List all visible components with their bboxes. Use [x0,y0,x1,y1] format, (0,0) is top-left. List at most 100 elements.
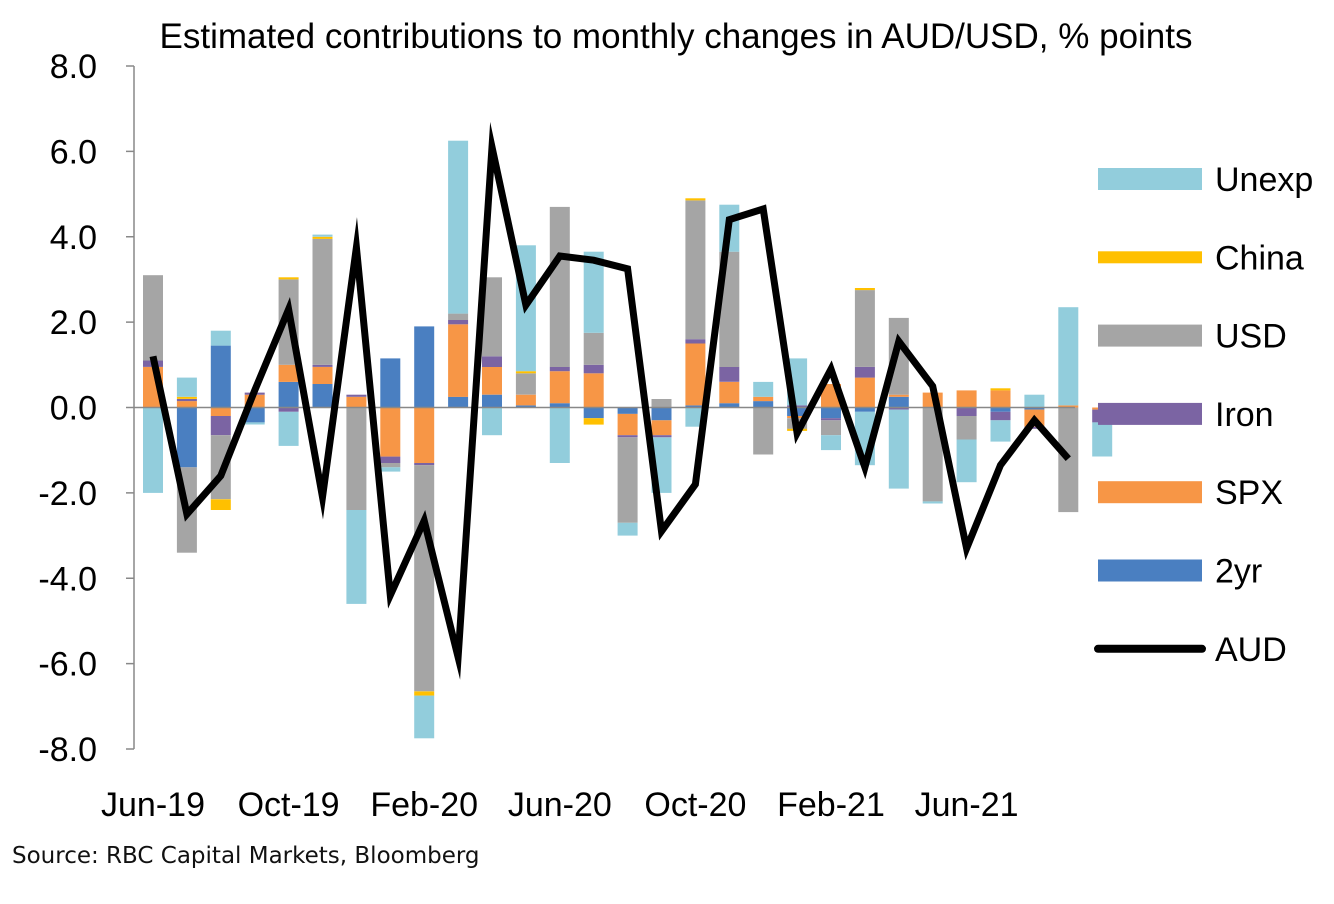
bar-spx-nov-19 [312,366,333,384]
bar-spx-jul-20 [583,373,604,408]
bar-usd-dec-20 [753,407,774,455]
bar-spx-feb-20 [414,407,435,463]
legend-item-china: China [1098,239,1304,277]
legend-label-2yr: 2yr [1215,553,1262,591]
bar-usd-may-20 [515,373,536,395]
y-tick-label: 2.0 [50,304,97,342]
source-note: Source: RBC Capital Markets, Bloomberg [12,843,480,869]
y-tick-label: 0.0 [50,390,97,428]
bar-unexp-jan-20 [380,467,401,472]
bar-china-jul-19 [176,396,197,399]
bar-iron-jul-20 [583,364,604,374]
bar-2yr-feb-21 [821,407,841,419]
aud-line [149,121,1071,680]
bar-usd-aug-20 [617,437,638,523]
bar-iron-dec-19 [346,394,367,397]
bar-spx-sep-20 [651,420,672,436]
bar-unexp-nov-19 [312,234,333,237]
x-tick-label: Feb-21 [777,786,885,824]
y-tick-label: 6.0 [50,133,97,171]
bar-unexp-jul-21 [990,420,1011,442]
legend-swatch-iron [1098,402,1202,425]
bar-unexp-aug-20 [617,522,638,536]
bar-iron-apr-20 [482,356,502,367]
legend-swatch-2yr [1098,559,1202,582]
bar-2yr-jun-20 [549,403,570,408]
bar-2yr-aug-20 [617,407,638,414]
legend-item-usd: USD [1098,318,1287,356]
bar-iron-aug-20 [617,435,638,438]
bar-2yr-mar-20 [448,396,469,408]
bar-spx-oct-20 [685,343,706,406]
bar-iron-mar-20 [448,320,469,325]
bar-2yr-jul-20 [583,407,604,419]
bar-2yr-jan-20 [380,358,401,408]
bar-usd-mar-20 [448,313,469,320]
bar-usd-jul-20 [583,332,604,365]
x-tick-label: Oct-19 [238,786,340,824]
bar-usd-feb-21 [821,420,841,436]
y-tick-label: -2.0 [38,475,97,513]
bar-unexp-sep-21 [1058,307,1079,406]
bar-usd-feb-20 [414,465,435,692]
bar-unexp-apr-21 [888,409,909,489]
legend-item-iron: Iron [1098,396,1274,434]
bar-2yr-sep-20 [651,407,672,421]
bar-usd-sep-20 [651,399,672,408]
bars-layer [143,140,1113,739]
bar-iron-sep-20 [651,435,672,438]
bar-iron-nov-19 [312,364,333,367]
legend-item-unexp: Unexp [1098,161,1313,199]
bar-unexp-jul-20 [583,251,604,333]
bar-usd-dec-19 [346,407,367,510]
legend-swatch-usd [1098,324,1202,347]
bar-2yr-may-20 [515,405,536,408]
bar-unexp-aug-19 [210,330,231,346]
legend-label-china: China [1215,239,1304,277]
x-tick-label: Jun-21 [915,786,1019,824]
bar-iron-apr-21 [888,407,909,410]
bar-2yr-aug-19 [210,345,231,408]
bar-iron-jan-20 [380,456,401,463]
y-tick-label: 8.0 [50,48,97,86]
bar-china-aug-19 [210,499,231,510]
bar-unexp-feb-21 [821,435,841,451]
x-tick-label: Feb-20 [370,786,478,824]
bar-spx-sep-21 [1058,405,1079,408]
bar-2yr-aug-21 [1024,407,1045,410]
aud-line-layer [149,121,1071,680]
legend-swatch-spx [1098,481,1202,504]
bar-unexp-oct-21 [1092,422,1113,457]
bar-iron-jun-20 [549,366,570,372]
bar-china-jul-21 [990,388,1011,391]
bar-unexp-jul-19 [176,377,197,397]
bar-iron-feb-20 [414,463,435,466]
bar-usd-mar-21 [854,290,875,367]
bar-spx-jan-20 [380,407,401,457]
legend-label-iron: Iron [1215,396,1274,434]
bar-usd-apr-20 [482,277,502,357]
legend: Unexp China USD Iron SPX 2yr AUD [1094,161,1313,669]
bar-usd-sep-21 [1058,407,1079,513]
bar-2yr-dec-20 [753,401,774,408]
bar-unexp-jun-21 [956,439,977,483]
legend-swatch-unexp [1098,168,1202,190]
bar-usd-may-21 [922,407,943,502]
legend-label-spx: SPX [1215,474,1283,512]
bar-unexp-sep-19 [244,422,265,425]
bar-spx-apr-20 [482,366,502,395]
bar-iron-nov-20 [719,366,740,382]
legend-label-aud: AUD [1215,631,1287,669]
bar-usd-apr-21 [888,317,909,395]
bar-2yr-jul-21 [990,407,1011,412]
bar-unexp-mar-20 [448,140,469,314]
bar-china-oct-19 [278,277,299,280]
bar-iron-feb-21 [821,418,841,421]
bar-china-oct-20 [685,198,706,201]
legend-item-2yr: 2yr [1098,553,1262,591]
bar-china-nov-19 [312,236,333,239]
x-tick-label: Jun-19 [101,786,205,824]
bar-spx-jun-20 [549,371,570,404]
y-tick-label: -4.0 [38,560,97,598]
